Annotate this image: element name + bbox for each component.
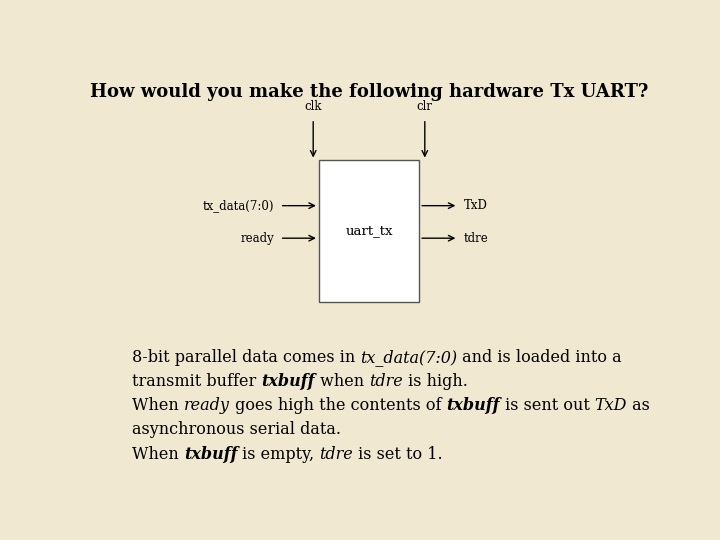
Text: is set to 1.: is set to 1.	[354, 446, 443, 463]
Text: clr: clr	[417, 99, 433, 113]
Text: How would you make the following hardware Tx UART?: How would you make the following hardwar…	[90, 83, 648, 101]
Text: is high.: is high.	[402, 373, 467, 390]
Text: tx_data(7:0): tx_data(7:0)	[202, 199, 274, 212]
Text: as: as	[627, 397, 650, 414]
Text: ready: ready	[240, 232, 274, 245]
Text: TxD: TxD	[464, 199, 487, 212]
Text: tdre: tdre	[464, 232, 489, 245]
Text: and is loaded into a: and is loaded into a	[457, 349, 622, 366]
Text: tdre: tdre	[369, 373, 402, 390]
Text: When: When	[132, 446, 184, 463]
Bar	[319, 160, 419, 302]
Text: TxD: TxD	[595, 397, 627, 414]
Text: txbuff: txbuff	[261, 373, 315, 390]
Text: is empty,: is empty,	[237, 446, 320, 463]
Text: goes high the contents of: goes high the contents of	[230, 397, 446, 414]
Text: txbuff: txbuff	[184, 446, 237, 463]
Text: is sent out: is sent out	[500, 397, 595, 414]
Text: tdre: tdre	[320, 446, 354, 463]
Text: ready: ready	[184, 397, 230, 414]
Text: clk: clk	[305, 99, 322, 113]
Text: transmit buffer: transmit buffer	[132, 373, 261, 390]
Text: uart_tx: uart_tx	[346, 225, 392, 238]
Text: when: when	[315, 373, 369, 390]
Text: When: When	[132, 397, 184, 414]
Text: asynchronous serial data.: asynchronous serial data.	[132, 421, 341, 438]
Text: txbuff: txbuff	[446, 397, 500, 414]
Text: 8-bit parallel data comes in: 8-bit parallel data comes in	[132, 349, 360, 366]
Text: tx_data(7:0): tx_data(7:0)	[360, 349, 457, 366]
